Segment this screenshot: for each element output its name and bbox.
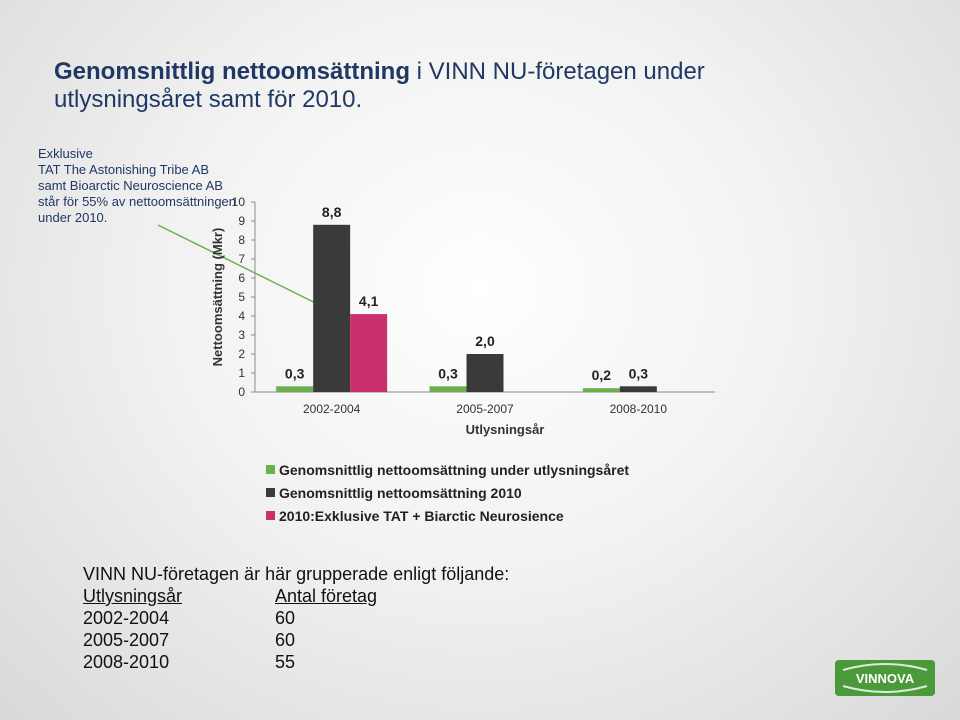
grouping-heading: VINN NU-företagen är här grupperade enli…	[83, 564, 510, 584]
legend-label: 2010:Exklusive TAT + Biarctic Neurosienc…	[279, 507, 564, 524]
y-tick-label: 10	[232, 195, 246, 209]
col-header-count: Antal företag	[275, 586, 378, 606]
legend-label: Genomsnittlig nettoomsättning 2010	[279, 484, 522, 501]
title-rest: i VINN NU-företagen under	[409, 58, 705, 85]
grouping-header-row: Utlysningsår Antal företag	[83, 585, 509, 607]
note-line: TAT The Astonishing Tribe AB	[38, 162, 210, 177]
note-line: under 2010.	[38, 210, 108, 225]
bar	[313, 224, 351, 392]
data-label: 0,3	[438, 365, 458, 381]
y-tick-label: 4	[238, 309, 245, 323]
row-year: 2002-2004	[83, 608, 170, 628]
title-line2: utlysningsåret samt för 2010.	[54, 86, 363, 113]
note-line: samt Bioarctic Neuroscience AB	[38, 178, 223, 193]
logo-text: VINNOVA	[856, 671, 915, 686]
y-tick-label: 1	[238, 366, 245, 380]
note-line: står för 55% av nettoomsättningen	[38, 194, 237, 209]
vinnova-logo: VINNOVA	[835, 660, 935, 696]
legend-swatch	[266, 465, 275, 474]
legend-label: Genomsnittlig nettoomsättning under utly…	[279, 461, 630, 478]
col-header-year: Utlysningsår	[83, 586, 183, 606]
bar	[350, 314, 388, 392]
legend: Genomsnittlig nettoomsättning under utly…	[266, 458, 629, 527]
x-tick-label: 2002-2004	[303, 402, 361, 416]
slide-title: Genomsnittlig nettoomsättning i VINN NU-…	[54, 58, 874, 114]
y-tick-label: 2	[238, 347, 245, 361]
legend-item: 2010:Exklusive TAT + Biarctic Neurosienc…	[266, 504, 629, 527]
title-bold: Genomsnittlig nettoomsättning	[54, 58, 410, 85]
x-axis-label: Utlysningsår	[466, 422, 545, 437]
y-tick-label: 8	[238, 233, 245, 247]
table-row: 2005-2007 60	[83, 629, 509, 651]
x-tick-label: 2008-2010	[610, 402, 668, 416]
y-tick-label: 5	[238, 290, 245, 304]
y-tick-label: 7	[238, 252, 245, 266]
bar	[276, 386, 314, 392]
legend-item: Genomsnittlig nettoomsättning 2010	[266, 481, 629, 504]
bar	[429, 386, 467, 392]
note-line: Exklusive	[38, 146, 93, 161]
legend-swatch	[266, 511, 275, 520]
data-label: 0,3	[629, 365, 649, 381]
bar	[619, 386, 657, 392]
data-label: 2,0	[475, 333, 495, 349]
y-tick-label: 6	[238, 271, 245, 285]
table-row: 2008-2010 55	[83, 651, 509, 673]
data-label: 0,3	[285, 365, 305, 381]
y-tick-label: 0	[238, 385, 245, 399]
grouping-table: VINN NU-företagen är här grupperade enli…	[83, 563, 509, 673]
bar	[466, 354, 504, 392]
x-tick-label: 2005-2007	[456, 402, 514, 416]
y-tick-label: 9	[238, 214, 245, 228]
row-count: 55	[275, 652, 296, 672]
exclusion-note: Exklusive TAT The Astonishing Tribe AB s…	[38, 146, 253, 226]
data-label: 8,8	[322, 204, 342, 220]
row-year: 2005-2007	[83, 630, 170, 650]
legend-item: Genomsnittlig nettoomsättning under utly…	[266, 458, 629, 481]
y-tick-label: 3	[238, 328, 245, 342]
legend-swatch	[266, 488, 275, 497]
data-label: 0,2	[592, 367, 612, 383]
row-count: 60	[275, 608, 296, 628]
row-year: 2008-2010	[83, 652, 170, 672]
data-label: 4,1	[359, 293, 379, 309]
bar	[582, 388, 620, 392]
table-row: 2002-2004 60	[83, 607, 509, 629]
y-axis-label: Nettoomsättning (Mkr)	[210, 228, 225, 367]
row-count: 60	[275, 630, 296, 650]
